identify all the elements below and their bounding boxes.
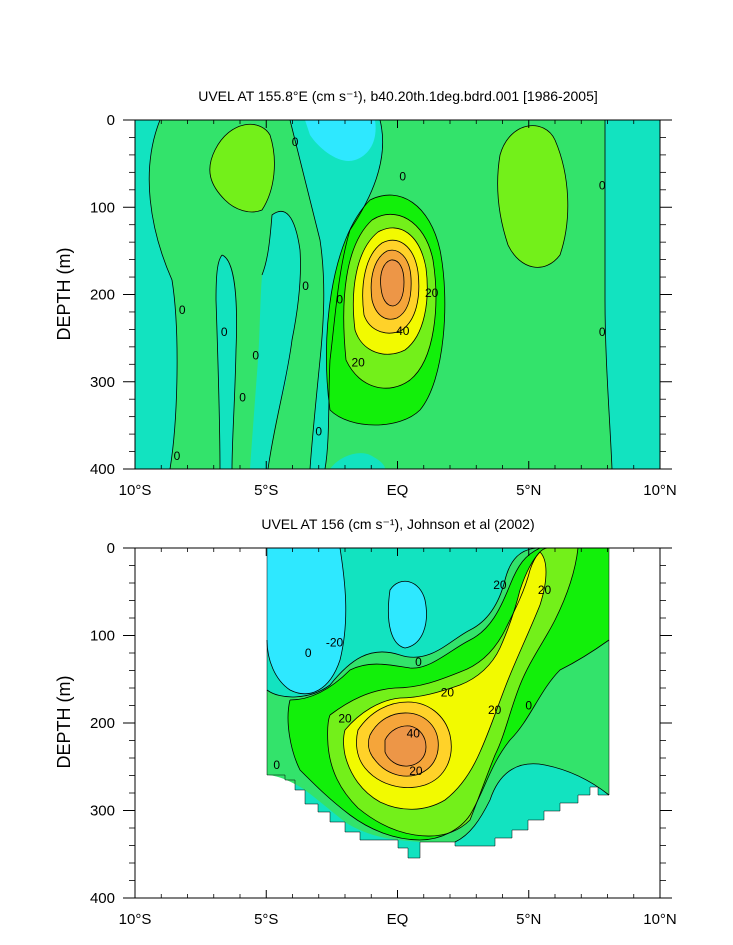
panel-2-contour-fill [266, 548, 610, 859]
panel-2-y-axis-label: DEPTH (m) [54, 676, 74, 769]
contour-label: 0 [179, 303, 186, 317]
y-tick-label: 300 [90, 374, 115, 391]
contour-label: 0 [415, 655, 422, 669]
panel-1-title: UVEL AT 155.8°E (cm s⁻¹), b40.20th.1deg.… [198, 88, 598, 104]
panel-2-title: UVEL AT 156 (cm s⁻¹), Johnson et al (200… [261, 516, 534, 532]
x-tick-label: 10°N [643, 911, 677, 928]
contour-label: 0 [315, 424, 322, 438]
panel-1-contour-fill [135, 120, 660, 469]
y-tick-label: 200 [90, 287, 115, 304]
y-tick-label: 300 [90, 803, 115, 820]
contour-label: 0 [252, 349, 259, 363]
contour-label: 20 [441, 685, 455, 699]
y-tick-label: 400 [90, 890, 115, 907]
x-tick-label: 10°N [643, 482, 677, 499]
contour-label: 20 [409, 764, 423, 778]
contour-label: 40 [396, 324, 410, 338]
y-tick-label: 200 [90, 715, 115, 732]
y-tick-label: 100 [90, 628, 115, 645]
contour-label: 0 [599, 178, 606, 192]
y-tick-label: 400 [90, 461, 115, 478]
contour-label: 40 [407, 727, 421, 741]
panel-1-y-axis-label: DEPTH (m) [54, 248, 74, 341]
x-tick-label: 5°N [516, 911, 541, 928]
contour-label: 20 [493, 578, 507, 592]
contour-label: 20 [425, 286, 439, 300]
contour-label: 20 [351, 356, 365, 370]
y-tick-label: 100 [90, 199, 115, 216]
contour-label: -20 [326, 636, 344, 650]
contour-label: 0 [221, 325, 228, 339]
x-tick-label: 10°S [119, 482, 152, 499]
contour-label: 0 [399, 170, 406, 184]
contour-label: 0 [525, 699, 532, 713]
x-tick-label: EQ [387, 911, 409, 928]
x-tick-label: 10°S [119, 911, 152, 928]
y-tick-label: 0 [107, 112, 115, 129]
contour-label: 0 [336, 293, 343, 307]
contour-label: 0 [292, 135, 299, 149]
panel-1-contour-labels: 0 0 0 0 0 0 0 0 0 0 0 0 20 20 40 [174, 135, 606, 463]
contour-label: 20 [488, 703, 502, 717]
contour-label: 0 [273, 758, 280, 772]
x-tick-label: 5°S [254, 482, 278, 499]
contour-label: 0 [239, 390, 246, 404]
x-tick-label: 5°N [516, 482, 541, 499]
y-tick-label: 0 [107, 540, 115, 557]
panel-2-contour-labels: -20 0 0 20 20 40 20 20 0 0 20 20 [273, 578, 551, 778]
contour-label: 0 [599, 325, 606, 339]
contour-label: 0 [174, 449, 181, 463]
contour-label: 20 [338, 712, 352, 726]
x-tick-label: 5°S [254, 911, 278, 928]
x-tick-label: EQ [387, 482, 409, 499]
contour-label: 0 [305, 646, 312, 660]
contour-label: 20 [538, 583, 552, 597]
contour-label: 0 [302, 279, 309, 293]
